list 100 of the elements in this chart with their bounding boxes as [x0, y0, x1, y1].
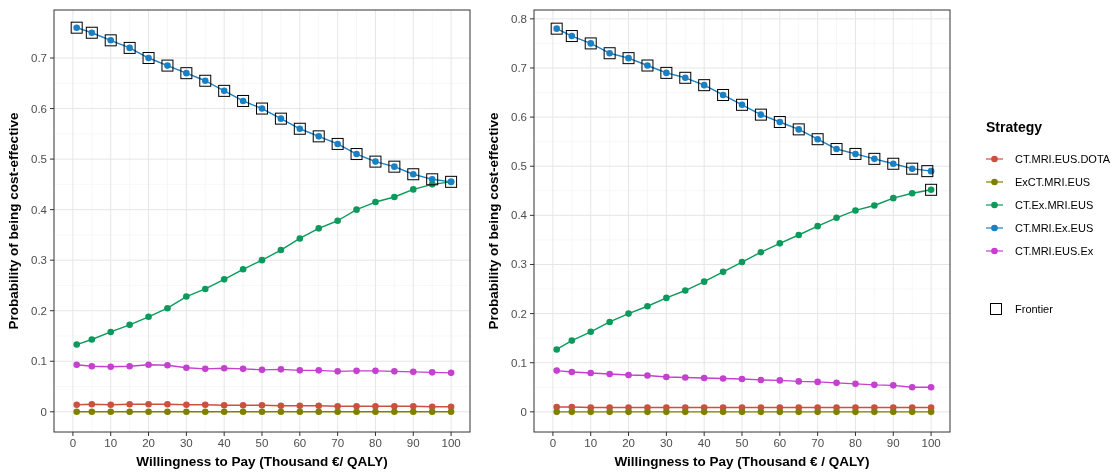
x-tick-label: 70	[811, 437, 825, 449]
point	[553, 346, 560, 353]
point	[296, 408, 304, 416]
point	[315, 367, 323, 374]
point	[315, 402, 323, 410]
point	[277, 366, 285, 373]
legend-label: CT.MRI.Ex.EUS	[1015, 222, 1094, 234]
point	[201, 365, 209, 373]
point	[164, 408, 171, 416]
point	[889, 382, 897, 389]
legend-label: CT.Ex.MRI.EUS	[1015, 199, 1094, 211]
y-tick-label: 0.2	[31, 304, 47, 317]
point	[700, 374, 708, 382]
y-tick-label: 0.1	[511, 356, 527, 369]
x-tick-label: 100	[921, 437, 941, 449]
y-tick-label: 0	[520, 405, 527, 418]
point	[409, 408, 417, 416]
x-tick-label: 40	[217, 437, 231, 449]
point	[833, 379, 840, 387]
point	[239, 365, 247, 373]
y-tick-label: 0.3	[31, 254, 47, 267]
point	[183, 293, 190, 300]
point	[447, 408, 455, 416]
point	[372, 408, 379, 416]
legend-label: ExCT.MRI.EUS	[1015, 176, 1091, 188]
point	[738, 258, 746, 266]
point	[625, 408, 632, 416]
point	[164, 361, 171, 369]
point	[852, 207, 859, 214]
point	[239, 401, 247, 409]
point	[145, 313, 152, 321]
x-tick-label: 0	[549, 437, 557, 449]
point	[296, 235, 304, 242]
point	[681, 408, 689, 416]
point	[757, 408, 765, 416]
y-tick-label: 0.7	[511, 61, 527, 74]
point	[852, 380, 859, 388]
point	[889, 408, 897, 416]
point	[73, 361, 80, 369]
x-tick-label: 30	[179, 437, 193, 449]
x-tick-label: 90	[886, 437, 900, 449]
point	[164, 400, 171, 408]
point	[391, 193, 398, 201]
point	[372, 198, 379, 206]
x-tick-label: 10	[104, 437, 118, 449]
point	[606, 408, 613, 416]
y-tick-label: 0	[40, 405, 47, 418]
point	[88, 336, 96, 343]
point	[353, 408, 360, 416]
x-tick-label: 70	[331, 437, 345, 449]
point	[183, 408, 190, 416]
point	[88, 400, 96, 408]
x-axis-title: Willingness to Pay (Thousand € / QALY)	[614, 454, 870, 469]
point	[795, 231, 803, 239]
x-tick-label: 100	[441, 437, 461, 449]
point	[239, 408, 247, 416]
x-tick-label: 20	[142, 437, 155, 449]
point	[921, 165, 934, 178]
point	[568, 408, 576, 416]
y-tick-label: 0.4	[511, 209, 528, 222]
point	[107, 401, 115, 409]
x-tick-label: 40	[697, 437, 711, 449]
point	[353, 402, 360, 410]
legend-title: Strategy	[986, 119, 1043, 135]
point	[663, 373, 670, 381]
x-tick-label: 90	[406, 437, 420, 449]
point	[568, 368, 576, 376]
point	[447, 369, 455, 377]
point	[553, 403, 560, 411]
point	[568, 337, 576, 344]
point	[428, 369, 436, 376]
point	[277, 246, 285, 254]
point	[814, 378, 821, 386]
point	[164, 304, 171, 312]
point	[107, 408, 115, 416]
point	[88, 363, 96, 370]
x-tick-label: 60	[773, 437, 787, 449]
point	[183, 401, 190, 409]
point	[700, 278, 708, 285]
point	[814, 222, 821, 230]
point	[795, 378, 803, 385]
x-tick-label: 10	[584, 437, 598, 449]
point	[795, 408, 803, 416]
point	[852, 408, 859, 416]
point	[587, 328, 595, 336]
point	[201, 401, 209, 409]
point	[277, 402, 285, 410]
point	[73, 401, 80, 409]
y-axis-title: Probability of being cost-effective	[6, 112, 21, 330]
point	[334, 217, 341, 225]
x-tick-label: 50	[735, 437, 749, 449]
point	[277, 408, 285, 416]
point	[201, 285, 209, 293]
point	[183, 364, 190, 372]
point	[220, 408, 228, 416]
point	[719, 375, 727, 382]
point	[409, 402, 417, 410]
point	[88, 408, 96, 416]
point	[738, 408, 746, 416]
point	[107, 363, 115, 371]
